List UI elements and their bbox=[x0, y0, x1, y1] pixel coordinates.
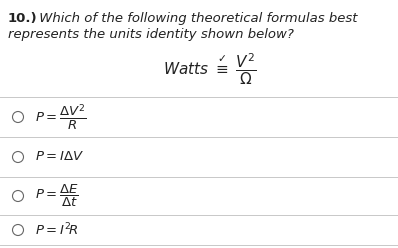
Text: Which of the following theoretical formulas best: Which of the following theoretical formu… bbox=[35, 12, 357, 25]
Text: $P = I^2\!R$: $P = I^2\!R$ bbox=[35, 222, 78, 238]
Text: $P = \dfrac{\Delta E}{\Delta t}$: $P = \dfrac{\Delta E}{\Delta t}$ bbox=[35, 183, 79, 209]
Text: represents the units identity shown below?: represents the units identity shown belo… bbox=[8, 28, 294, 41]
Text: $P = \dfrac{\Delta V^2}{R}$: $P = \dfrac{\Delta V^2}{R}$ bbox=[35, 102, 86, 132]
Text: $\mathit{Watts}\ \overset{\checkmark}{\equiv}\ \dfrac{V^2}{\Omega}$: $\mathit{Watts}\ \overset{\checkmark}{\e… bbox=[163, 52, 257, 88]
Text: $P = I\Delta V$: $P = I\Delta V$ bbox=[35, 151, 84, 163]
Text: 10.): 10.) bbox=[8, 12, 38, 25]
